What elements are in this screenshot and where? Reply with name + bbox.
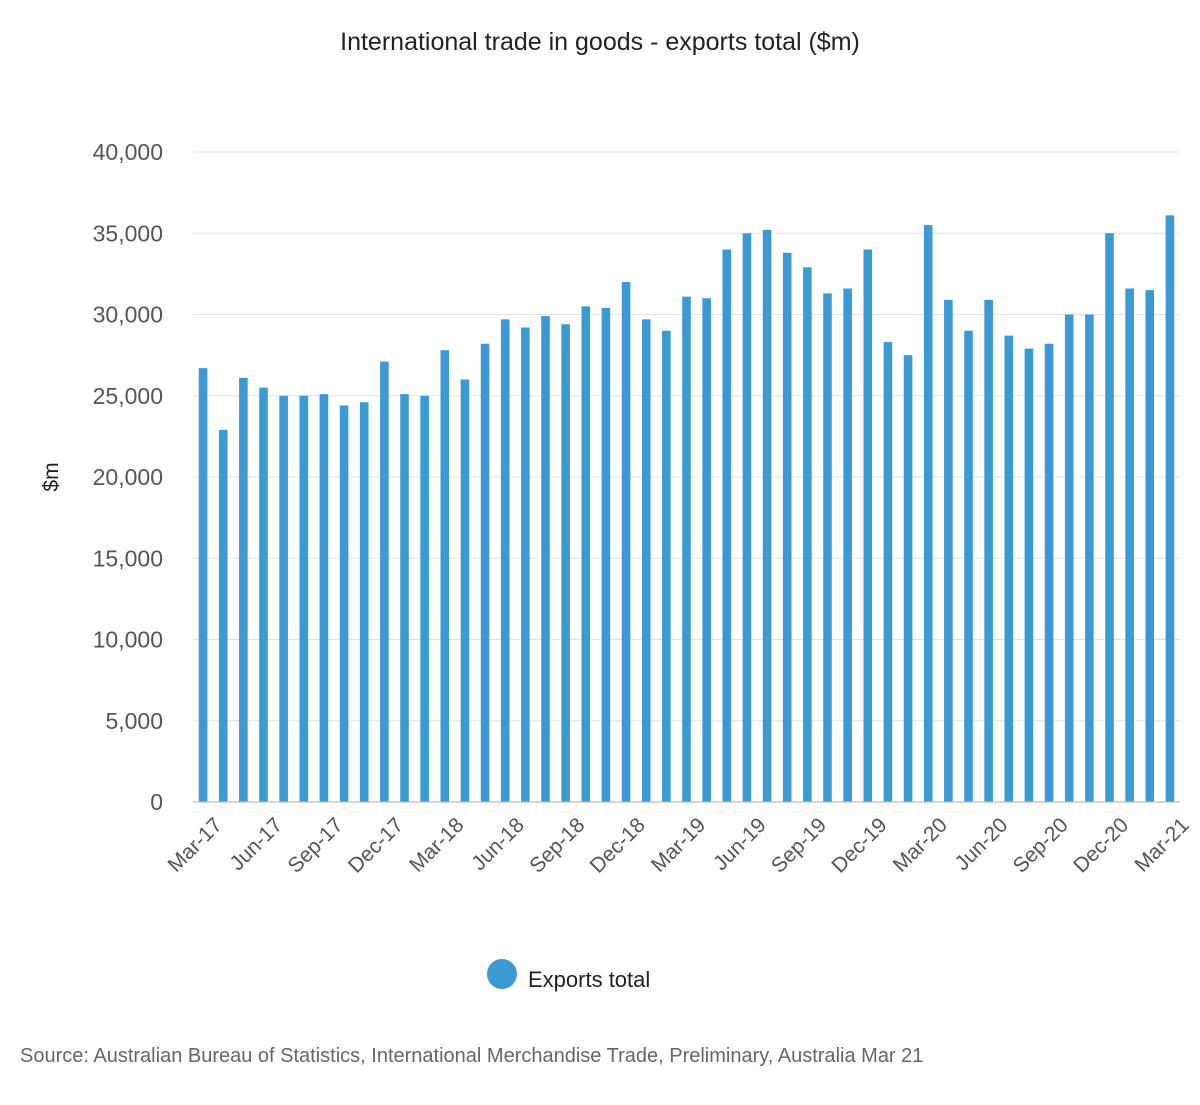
y-axis-ticks: 0 5,000 10,000 15,000 20,000 25,000 30,000 35,0… (93, 139, 163, 815)
bar[interactable] (299, 395, 309, 802)
bar[interactable] (722, 249, 732, 803)
x-tick-label: Sep-17 (284, 813, 348, 877)
bar[interactable] (581, 306, 591, 802)
bar[interactable] (319, 394, 329, 802)
bar[interactable] (1085, 314, 1094, 803)
y-axis-label: $m (40, 462, 63, 491)
bars (198, 215, 1175, 803)
y-tick-label: 10,000 (93, 627, 163, 653)
y-tick-label: 20,000 (93, 464, 163, 490)
bar[interactable] (359, 402, 369, 802)
source-note: Source: Australian Bureau of Statistics,… (20, 1045, 923, 1067)
y-tick-label: 0 (150, 789, 163, 815)
bar[interactable] (903, 355, 913, 802)
x-tick-label: Sep-18 (525, 813, 589, 877)
legend-label-exports-total: Exports total (528, 967, 650, 992)
bar[interactable] (621, 282, 631, 802)
bar[interactable] (762, 230, 772, 802)
bar[interactable] (782, 252, 792, 802)
legend[interactable]: Exports total (487, 959, 650, 992)
x-tick-label: Jun-17 (226, 813, 288, 875)
bar[interactable] (1125, 288, 1134, 803)
bar[interactable] (1064, 314, 1074, 803)
bar[interactable] (1165, 215, 1175, 802)
bar[interactable] (601, 308, 611, 802)
bar[interactable] (1044, 343, 1054, 802)
bar[interactable] (682, 296, 691, 802)
bar[interactable] (742, 233, 752, 802)
bar[interactable] (420, 395, 429, 802)
bar[interactable] (279, 395, 288, 802)
bar[interactable] (400, 394, 409, 802)
x-tick-label: Mar-20 (889, 813, 952, 876)
bar[interactable] (239, 377, 248, 802)
x-tick-label: Mar-19 (647, 813, 710, 876)
legend-swatch-exports-total (487, 959, 517, 989)
bar[interactable] (984, 299, 993, 802)
bar[interactable] (823, 293, 832, 802)
bar[interactable] (541, 316, 550, 802)
bar[interactable] (883, 342, 893, 802)
bar[interactable] (380, 361, 389, 802)
bar[interactable] (440, 350, 450, 802)
x-tick-label: Sep-19 (767, 813, 831, 877)
bar[interactable] (259, 387, 268, 802)
bar[interactable] (803, 267, 812, 802)
x-tick-label: Mar-21 (1130, 813, 1193, 876)
x-tick-label: Dec-19 (827, 813, 891, 877)
x-tick-label: Dec-20 (1069, 813, 1133, 877)
bar[interactable] (500, 319, 510, 802)
x-tick-label: Dec-18 (586, 813, 650, 877)
y-tick-label: 35,000 (93, 220, 163, 246)
bar[interactable] (964, 330, 973, 802)
bar[interactable] (198, 368, 208, 802)
bar[interactable] (923, 225, 933, 802)
x-tick-label: Mar-18 (405, 813, 468, 876)
bar[interactable] (843, 288, 852, 803)
bar[interactable] (218, 429, 228, 802)
bar[interactable] (1105, 233, 1114, 802)
bar[interactable] (1024, 348, 1034, 802)
x-tick-label: Dec-17 (344, 813, 408, 877)
y-tick-label: 25,000 (93, 383, 163, 409)
bar[interactable] (944, 299, 953, 802)
bar[interactable] (641, 319, 651, 802)
bar[interactable] (1145, 290, 1155, 802)
y-tick-label: 5,000 (105, 708, 163, 734)
bar[interactable] (339, 405, 349, 803)
x-tick-label: Jun-19 (709, 813, 771, 875)
bar[interactable] (561, 324, 570, 802)
chart-title: International trade in goods - exports t… (340, 28, 860, 56)
bar[interactable] (460, 379, 470, 803)
y-tick-label: 30,000 (93, 302, 163, 328)
x-axis-ticks: Mar-17Jun-17Sep-17Dec-17Mar-18Jun-18Sep-… (163, 813, 1193, 877)
bar[interactable] (480, 343, 490, 802)
bar[interactable] (702, 298, 711, 802)
y-tick-label: 15,000 (93, 545, 163, 571)
bar[interactable] (662, 330, 671, 802)
x-tick-label: Sep-20 (1009, 813, 1073, 877)
bar[interactable] (521, 327, 530, 803)
y-tick-label: 40,000 (93, 139, 163, 165)
bar[interactable] (863, 249, 873, 803)
x-tick-label: Mar-17 (163, 813, 226, 876)
x-tick-label: Jun-20 (951, 813, 1013, 875)
bar[interactable] (1004, 335, 1014, 802)
x-tick-label: Jun-18 (467, 813, 529, 875)
